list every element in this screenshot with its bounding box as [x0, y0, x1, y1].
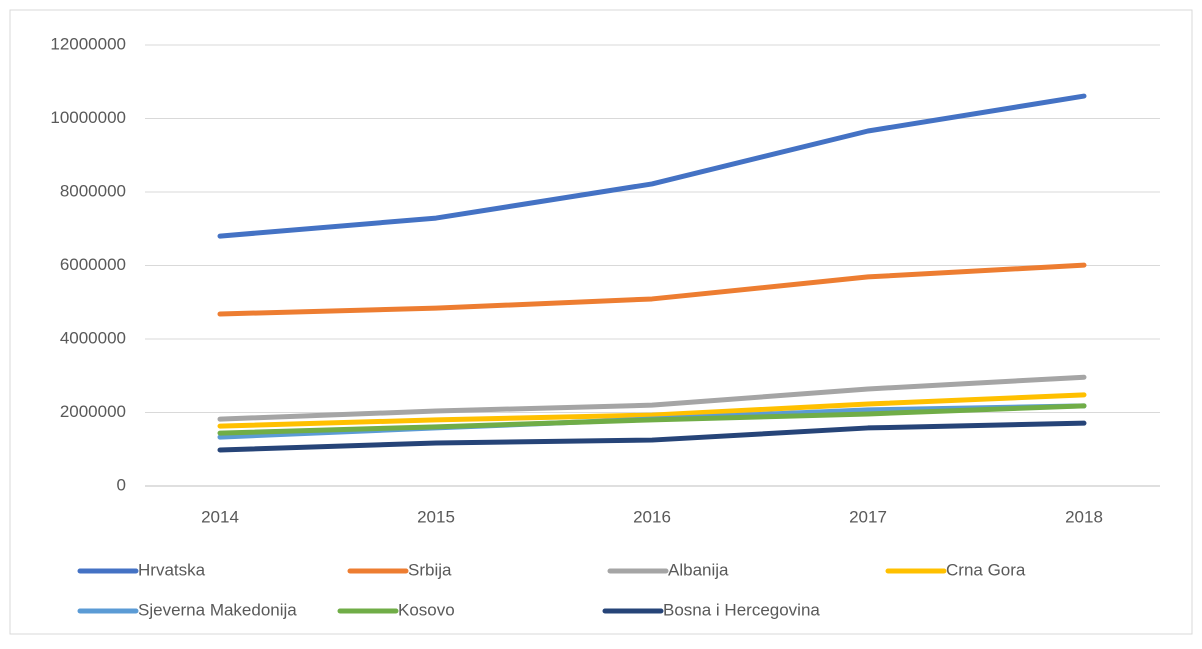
y-tick-label: 4000000 — [60, 328, 126, 347]
y-tick-label: 12000000 — [50, 34, 126, 53]
legend-label: Hrvatska — [138, 560, 206, 579]
x-tick-label: 2018 — [1065, 507, 1103, 526]
y-tick-label: 6000000 — [60, 255, 126, 274]
x-tick-label: 2014 — [201, 507, 239, 526]
series-line — [217, 403, 1087, 436]
chart-border — [9, 9, 1193, 635]
legend-label: Bosna i Hercegovina — [663, 600, 820, 619]
series-line — [217, 420, 1087, 453]
legend-label: Srbija — [408, 560, 452, 579]
series-line — [217, 374, 1087, 422]
x-tick-label: 2017 — [849, 507, 887, 526]
y-tick-label: 0 — [117, 475, 126, 494]
series-line — [217, 93, 1087, 239]
series-line — [217, 262, 1087, 317]
legend-label: Kosovo — [398, 600, 455, 619]
x-tick-label: 2016 — [633, 507, 671, 526]
legend-label: Crna Gora — [946, 560, 1026, 579]
y-tick-label: 10000000 — [50, 108, 126, 127]
y-tick-label: 8000000 — [60, 181, 126, 200]
legend-label: Albanija — [668, 560, 729, 579]
legend-label: Sjeverna Makedonija — [138, 600, 297, 619]
series-line — [217, 392, 1087, 429]
x-tick-label: 2015 — [417, 507, 455, 526]
y-tick-label: 2000000 — [60, 402, 126, 421]
